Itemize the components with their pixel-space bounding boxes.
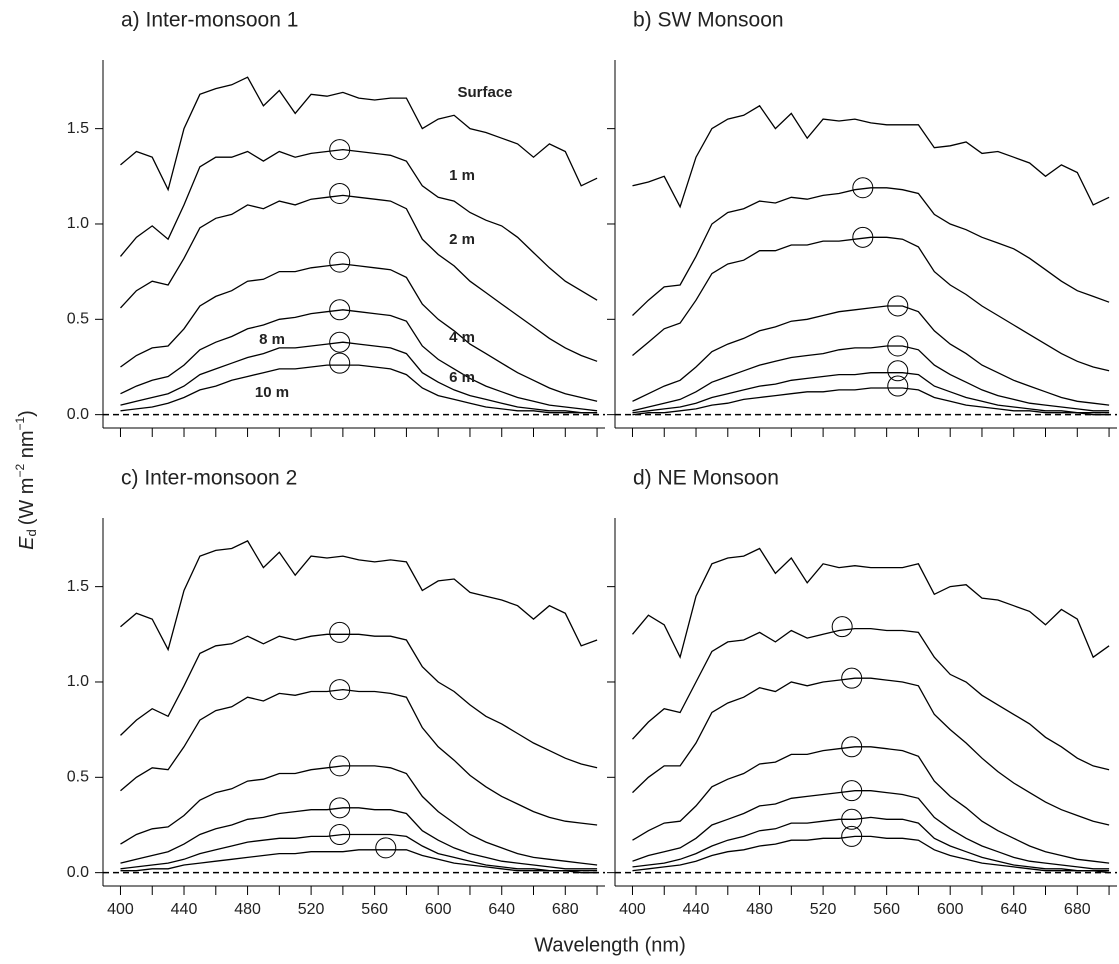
- peak-marker: [329, 797, 351, 819]
- y-label-close: ): [16, 410, 38, 417]
- spectrum-line: [632, 305, 1110, 406]
- x-tick-label: 520: [810, 901, 837, 918]
- spectrum-line: [120, 540, 598, 652]
- x-tick-label: 560: [873, 901, 900, 918]
- peak-marker: [329, 251, 351, 273]
- peak-marker: [831, 616, 853, 638]
- spectrum-line: [632, 790, 1110, 870]
- y-label-sub: d: [24, 529, 39, 536]
- y-axis-label: Ed (W m−2 nm−1): [13, 410, 39, 550]
- y-tick-label: 0.5: [67, 311, 89, 328]
- depth-label: 4 m: [449, 329, 475, 346]
- spectrum-line: [120, 807, 598, 870]
- depth-label: 8 m: [259, 331, 285, 348]
- y-tick-label: 1.5: [67, 578, 89, 595]
- spectrum-line: [632, 345, 1110, 412]
- y-label-exp: −1: [13, 416, 27, 430]
- y-tick-label: 1.0: [67, 215, 89, 232]
- depth-label: 1 m: [449, 167, 475, 184]
- peak-marker: [841, 780, 863, 802]
- depth-label: 6 m: [449, 369, 475, 386]
- spectrum-line: [120, 309, 598, 412]
- peak-marker: [841, 808, 863, 830]
- depth-label: Surface: [457, 84, 512, 101]
- x-tick-label: 560: [361, 901, 388, 918]
- y-tick-label: 1.0: [67, 673, 89, 690]
- panel-title: b) SW Monsoon: [633, 9, 784, 32]
- peak-marker: [852, 226, 874, 248]
- x-tick-label: 680: [1064, 901, 1091, 918]
- y-tick-label: 0.0: [67, 864, 89, 881]
- panel-title: c) Inter-monsoon 2: [121, 467, 297, 490]
- x-tick-label: 480: [234, 901, 261, 918]
- peak-marker: [329, 182, 351, 204]
- spectrum-line: [120, 364, 598, 414]
- spectrum-line: [120, 849, 598, 874]
- spectrum-line: [120, 833, 598, 872]
- spectrum-line: [120, 688, 598, 826]
- x-tick-label: 600: [425, 901, 452, 918]
- x-tick-label: 680: [552, 901, 579, 918]
- peak-marker: [329, 824, 351, 846]
- spectrum-line: [632, 387, 1110, 416]
- peak-marker: [887, 375, 909, 397]
- peak-marker: [329, 331, 351, 353]
- x-tick-label: 520: [298, 901, 325, 918]
- y-label-unit: (W m: [16, 478, 38, 526]
- peak-marker: [375, 837, 397, 859]
- peak-marker: [329, 755, 351, 777]
- peak-marker: [841, 825, 863, 847]
- peak-marker: [887, 295, 909, 317]
- spectrum-line: [120, 148, 598, 301]
- x-tick-label: 640: [488, 901, 515, 918]
- peak-marker: [887, 335, 909, 357]
- x-tick-label: 600: [937, 901, 964, 918]
- peak-marker: [329, 299, 351, 321]
- x-tick-label: 480: [746, 901, 773, 918]
- peak-marker: [841, 736, 863, 758]
- spectrum-line: [632, 746, 1110, 864]
- y-label-unit: nm: [16, 430, 38, 463]
- y-label-var: E: [16, 536, 38, 550]
- x-tick-label: 400: [107, 901, 134, 918]
- spectrum-line: [632, 104, 1110, 209]
- x-tick-label: 640: [1000, 901, 1027, 918]
- spectrum-line: [632, 547, 1110, 660]
- panel-title: a) Inter-monsoon 1: [121, 9, 298, 32]
- peak-marker: [329, 139, 351, 161]
- spectrum-line: [632, 835, 1110, 874]
- spectrum-line: [632, 372, 1110, 414]
- peak-marker: [329, 679, 351, 701]
- spectrum-line: [120, 76, 598, 192]
- spectrum-line: [632, 187, 1110, 316]
- spectrum-line: [632, 627, 1110, 771]
- y-tick-label: 0.5: [67, 769, 89, 786]
- spectrum-line: [120, 765, 598, 866]
- spectrum-line: [632, 677, 1110, 826]
- x-tick-label: 400: [619, 901, 646, 918]
- y-tick-label: 0.0: [67, 406, 89, 423]
- panel-title: d) NE Monsoon: [633, 467, 779, 490]
- y-tick-label: 1.5: [67, 120, 89, 137]
- spectrum-line: [120, 263, 598, 402]
- peak-marker: [852, 177, 874, 199]
- peak-marker: [329, 352, 351, 374]
- x-tick-label: 440: [683, 901, 710, 918]
- spectrum-line: [632, 236, 1110, 372]
- depth-label: 2 m: [449, 231, 475, 248]
- spectrum-line: [120, 194, 598, 362]
- spectrum-line: [632, 816, 1110, 872]
- y-label-exp: −2: [13, 464, 27, 478]
- spectrum-line: [120, 341, 598, 414]
- x-axis-label: Wavelength (nm): [534, 934, 686, 956]
- spectrum-line: [120, 633, 598, 769]
- peak-marker: [887, 360, 909, 382]
- depth-label: 10 m: [255, 384, 289, 401]
- peak-marker: [841, 667, 863, 689]
- x-tick-label: 440: [171, 901, 198, 918]
- peak-marker: [329, 621, 351, 643]
